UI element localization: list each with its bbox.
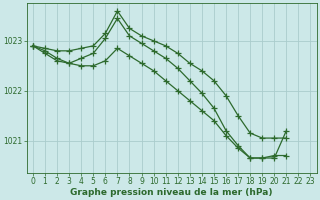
- X-axis label: Graphe pression niveau de la mer (hPa): Graphe pression niveau de la mer (hPa): [70, 188, 273, 197]
